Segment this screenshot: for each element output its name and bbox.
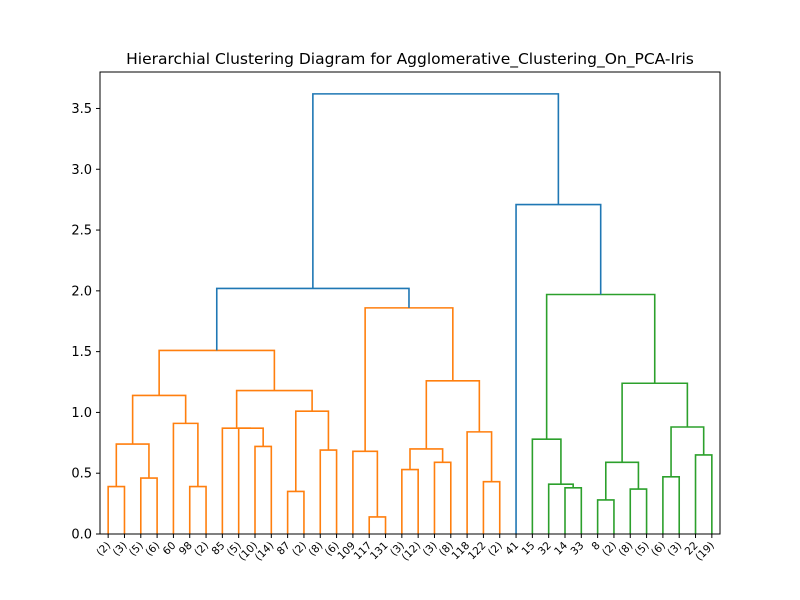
leaf-label: 41 xyxy=(503,540,521,558)
leaf-label: 33 xyxy=(568,540,586,558)
dendrogram-link xyxy=(172,422,199,534)
dendrogram-link xyxy=(107,485,126,534)
dendrogram-link xyxy=(221,427,251,534)
y-tick-label: 0.5 xyxy=(71,467,92,482)
dendrogram-link xyxy=(662,476,681,534)
chart-title: Hierarchial Clustering Diagram for Agglo… xyxy=(126,50,694,69)
y-tick-label: 1.0 xyxy=(71,406,92,421)
y-tick-label: 1.5 xyxy=(71,345,92,360)
leaf-label: (19) xyxy=(693,540,717,564)
x-axis: (2)(3)(5)(6)6098(2)85(5)(10)(14)87(2)(8)… xyxy=(94,534,717,563)
leaf-label: 98 xyxy=(177,540,195,558)
y-tick-label: 2.0 xyxy=(71,284,92,299)
leaf-label: 14 xyxy=(552,539,570,557)
dendrogram-link xyxy=(294,410,330,492)
dendrogram-link xyxy=(629,488,648,534)
y-tick-label: 0.0 xyxy=(71,528,92,543)
dendrogram-link xyxy=(409,448,444,470)
dendrogram-link xyxy=(621,382,689,463)
dendrogram-link xyxy=(215,287,410,351)
dendrogram-link xyxy=(312,93,560,289)
leaf-label: 85 xyxy=(210,540,228,558)
dendrogram-link xyxy=(401,468,419,534)
dendrogram-link xyxy=(131,394,187,445)
plot-frame xyxy=(99,71,721,535)
dendrogram-link xyxy=(364,307,454,452)
leaf-label: 87 xyxy=(275,540,293,558)
dendrogram-link xyxy=(352,450,379,534)
leaf-label: 131 xyxy=(368,540,391,563)
dendrogram-link xyxy=(188,485,207,534)
dendrogram-link xyxy=(319,449,338,534)
dendrogram-link xyxy=(115,443,150,487)
dendrogram-link xyxy=(286,490,305,534)
y-tick-label: 3.5 xyxy=(71,102,92,117)
dendrogram-link xyxy=(670,426,705,477)
leaf-label: (12) xyxy=(400,540,424,564)
leaf-label: 60 xyxy=(161,540,179,558)
y-axis: 0.0 0.5 1.0 1.5 2.0 2.5 3.0 3.5 xyxy=(71,102,100,543)
dendrogram-link xyxy=(368,516,387,534)
dendrogram-link xyxy=(158,349,276,396)
dendrogram-link xyxy=(694,454,713,534)
dendrogram-link xyxy=(604,461,640,500)
leaf-label: 122 xyxy=(466,540,489,563)
dendrogram-link xyxy=(433,461,452,534)
leaf-label: 15 xyxy=(520,540,538,558)
dendrogram-link xyxy=(139,477,158,534)
dendrogram-link xyxy=(531,438,562,534)
y-tick-label: 3.0 xyxy=(71,163,92,178)
dendrogram-links xyxy=(107,93,713,534)
dendrogram-link xyxy=(237,427,264,534)
dendrogram-link xyxy=(547,483,574,534)
y-tick-label: 2.5 xyxy=(71,224,92,239)
dendrogram-link xyxy=(482,480,501,534)
dendrogram-link xyxy=(596,499,615,534)
dendrogram-link xyxy=(466,431,493,534)
leaf-label: 32 xyxy=(536,540,554,558)
dendrogram-link xyxy=(425,380,481,449)
dendrogram-link xyxy=(235,389,313,429)
dendrogram-link xyxy=(254,445,273,534)
dendrogram-link xyxy=(564,487,583,534)
dendrogram-link xyxy=(545,293,656,440)
leaf-label: (14) xyxy=(253,540,277,564)
